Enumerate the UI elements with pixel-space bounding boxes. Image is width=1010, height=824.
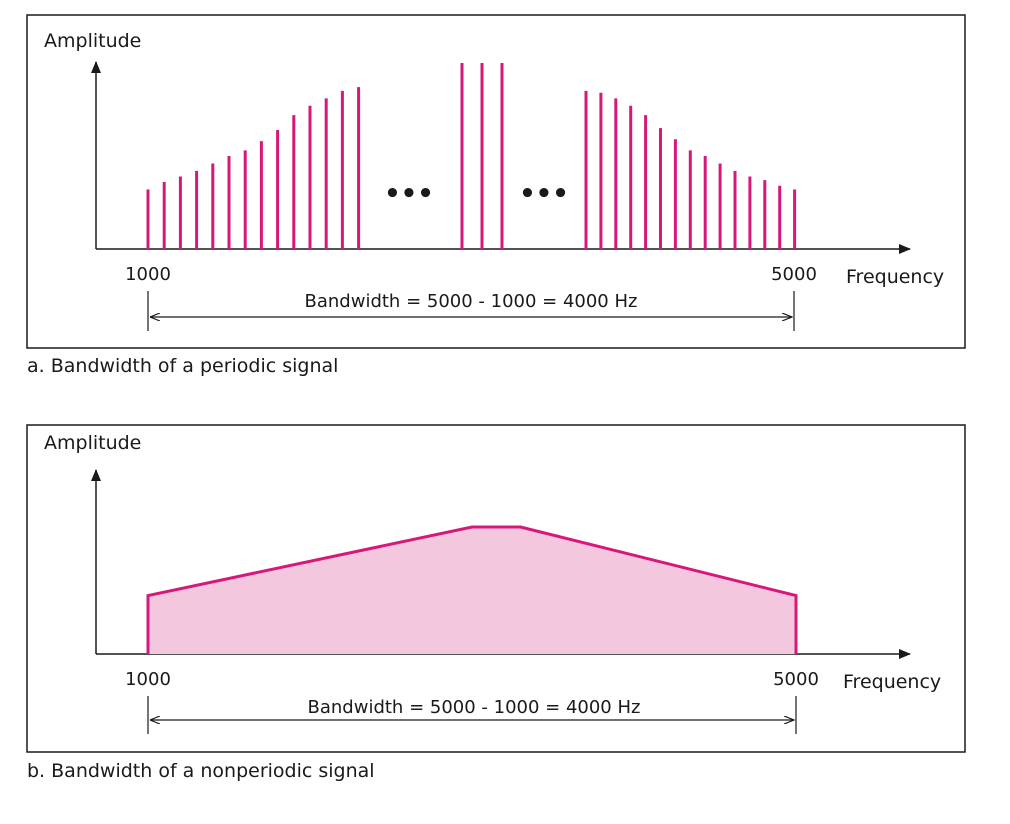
panel-b-spectrum-area: [146, 525, 798, 654]
panel-b-y-axis-label: Amplitude: [44, 432, 141, 454]
panel-a-y-axis-label: Amplitude: [44, 30, 141, 52]
panel-b-caption: b. Bandwidth of a nonperiodic signal: [27, 760, 375, 782]
panel-a-periodic: Amplitude ••• ••• 1000 5000 Frequency Ba…: [26, 14, 966, 377]
panel-b-bandwidth-label: Bandwidth = 5000 - 1000 = 4000 Hz: [308, 697, 641, 718]
panel-a-bandwidth-label: Bandwidth = 5000 - 1000 = 4000 Hz: [305, 291, 638, 312]
panel-a-spectrum-lines: [146, 63, 797, 249]
panel-a-tick-1000: 1000: [125, 264, 171, 285]
panel-b-nonperiodic: Amplitude 1000 5000 Frequency Bandwidth …: [26, 424, 966, 782]
panel-b-tick-5000: 5000: [773, 669, 819, 690]
panel-a-x-axis-label: Frequency: [846, 266, 944, 288]
panel-a-caption: a. Bandwidth of a periodic signal: [27, 355, 338, 377]
panel-a-ellipsis-left: •••: [384, 179, 434, 209]
panel-a-tick-5000: 5000: [771, 264, 817, 285]
panel-b-x-axis-label: Frequency: [843, 671, 941, 693]
panel-a-frame: [26, 14, 966, 349]
panel-a-ellipsis-right: •••: [519, 179, 569, 209]
panel-b-tick-1000: 1000: [125, 669, 171, 690]
